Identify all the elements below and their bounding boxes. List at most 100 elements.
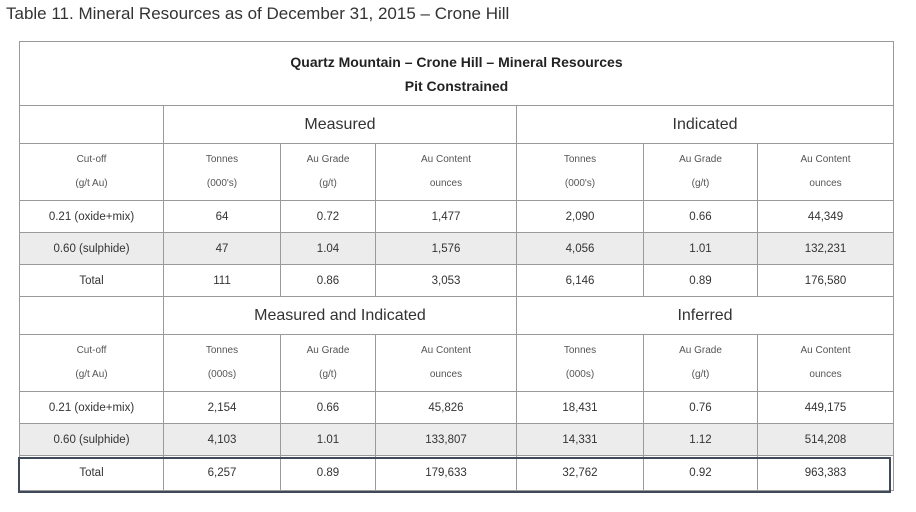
column-header-line: (g/t) [319, 369, 337, 380]
column-header-row: Cut-off (g/t Au) Tonnes (000s) Au Grade (g/t)… [19, 334, 895, 392]
table-cell: 2,154 [163, 391, 281, 424]
column-header: Au Content ounces [375, 143, 517, 201]
table-caption: Table 11. Mineral Resources as of Decemb… [6, 4, 510, 23]
table-cell: 1.12 [643, 423, 758, 456]
table-cell: 133,807 [375, 423, 517, 456]
table-cell: 0.60 (sulphide) [19, 423, 164, 456]
column-header-line: Au Content [800, 154, 851, 165]
column-header-line: Au Content [800, 345, 851, 356]
table-row: Total 6,257 0.89 179,633 32,762 0.92 963,383 [19, 455, 895, 491]
empty-cell [19, 105, 164, 144]
column-header-line: (g/t) [691, 178, 710, 189]
column-header: Au Grade (g/t) [280, 143, 376, 201]
table-cell: 47 [163, 232, 281, 265]
table-cell: 44,349 [756, 200, 895, 233]
table-cell: 179,633 [375, 455, 517, 491]
column-header-line: Au Grade [306, 154, 350, 165]
table-title-cell: Quartz Mountain – Crone Hill – Mineral R… [18, 41, 895, 106]
table-cell: 1.01 [280, 423, 376, 456]
table-cell: 0.66 [280, 391, 376, 424]
table-cell: 111 [163, 264, 281, 297]
table-cell: 2,090 [516, 200, 644, 233]
table-subtitle: Pit Constrained [404, 77, 509, 94]
column-header-line: (g/t) [319, 178, 337, 189]
column-header-line: Au Grade [679, 345, 722, 356]
column-header-line: (000s) [565, 369, 595, 380]
column-header: Tonnes (000s) [163, 334, 281, 392]
table-title: Quartz Mountain – Crone Hill – Mineral R… [290, 53, 623, 70]
column-header-line: (000s) [207, 369, 237, 380]
empty-cell [19, 296, 164, 335]
column-header-line: Tonnes [205, 154, 239, 165]
column-header-line: (g/t Au) [75, 178, 108, 189]
column-header: Au Grade (g/t) [280, 334, 376, 392]
column-header: Au Grade (g/t) [643, 334, 758, 392]
column-header: Au Content ounces [756, 334, 895, 392]
column-header-line: ounces [809, 369, 842, 380]
group-header-row: Measured and Indicated Inferred [19, 296, 895, 335]
table-cell: 0.60 (sulphide) [19, 232, 164, 265]
table-cell: 176,580 [756, 264, 895, 297]
column-header-line: Cut-off [76, 345, 107, 356]
column-header-line: (g/t Au) [75, 369, 108, 380]
table-body: Quartz Mountain – Crone Hill – Mineral R… [18, 41, 895, 491]
table-cell: 0.66 [643, 200, 758, 233]
column-header-line: Au Content [420, 345, 472, 356]
table-cell: 132,231 [756, 232, 895, 265]
table-cell: 963,383 [756, 455, 895, 491]
column-header-line: Cut-off [76, 154, 107, 165]
table-row: 0.60 (sulphide) 4,103 1.01 133,807 14,331 1.1… [19, 423, 895, 456]
column-header-line: (000's) [564, 178, 596, 189]
table-cell: 1,477 [375, 200, 517, 233]
column-header-line: Au Content [420, 154, 472, 165]
table-cell: Total [19, 455, 164, 491]
table-cell: 32,762 [516, 455, 644, 491]
column-header-line: Au Grade [306, 345, 350, 356]
table-cell: 514,208 [756, 423, 895, 456]
table-cell: 0.72 [280, 200, 376, 233]
table-cell: 14,331 [516, 423, 644, 456]
column-header-row: Cut-off (g/t Au) Tonnes (000's) Au Grade (g/t… [19, 143, 895, 201]
column-header-line: Tonnes [563, 345, 597, 356]
table-cell: 0.92 [643, 455, 758, 491]
table-cell: 0.86 [280, 264, 376, 297]
table-cell: 18,431 [516, 391, 644, 424]
column-header-line: Tonnes [205, 345, 239, 356]
table-cell: Total [19, 264, 164, 297]
column-header-line: Au Grade [679, 154, 722, 165]
table-cell: 449,175 [756, 391, 895, 424]
column-header: Au Content ounces [375, 334, 517, 392]
column-header-line: Tonnes [563, 154, 597, 165]
column-header-line: ounces [429, 369, 463, 380]
table-row: 0.21 (oxide+mix) 64 0.72 1,477 2,090 0.66 44,3… [19, 200, 895, 233]
table-cell: 3,053 [375, 264, 517, 297]
group-header-row: Measured Indicated [19, 105, 895, 144]
column-header: Tonnes (000s) [516, 334, 644, 392]
table-cell: 0.21 (oxide+mix) [19, 391, 164, 424]
column-header: Cut-off (g/t Au) [19, 334, 164, 392]
table-cell: 4,056 [516, 232, 644, 265]
table-cell: 4,103 [163, 423, 281, 456]
group-label: Measured [163, 105, 517, 144]
column-header-line: (000's) [206, 178, 238, 189]
table-cell: 6,257 [163, 455, 281, 491]
table-cell: 45,826 [375, 391, 517, 424]
mineral-resources-table: Quartz Mountain – Crone Hill – Mineral R… [18, 41, 895, 491]
group-label: Measured and Indicated [163, 296, 517, 335]
table-cell: 1.04 [280, 232, 376, 265]
column-header-line: ounces [809, 178, 842, 189]
group-label: Inferred [515, 296, 895, 335]
table-cell: 0.89 [280, 455, 376, 491]
column-header: Tonnes (000's) [163, 143, 281, 201]
table-cell: 6,146 [516, 264, 644, 297]
table-cell: 0.76 [643, 391, 758, 424]
table-cell: 0.21 (oxide+mix) [19, 200, 164, 233]
table-row: 0.60 (sulphide) 47 1.04 1,576 4,056 1.01 132,2… [19, 232, 895, 265]
table-row: Total 111 0.86 3,053 6,146 0.89 176,580 [19, 264, 895, 297]
column-header: Tonnes (000's) [516, 143, 644, 201]
table-title-row: Quartz Mountain – Crone Hill – Mineral R… [18, 41, 895, 106]
table-cell: 0.89 [643, 264, 758, 297]
table-row: 0.21 (oxide+mix) 2,154 0.66 45,826 18,431 0.7… [19, 391, 895, 424]
column-header-line: (g/t) [691, 369, 710, 380]
group-label: Indicated [515, 105, 895, 144]
